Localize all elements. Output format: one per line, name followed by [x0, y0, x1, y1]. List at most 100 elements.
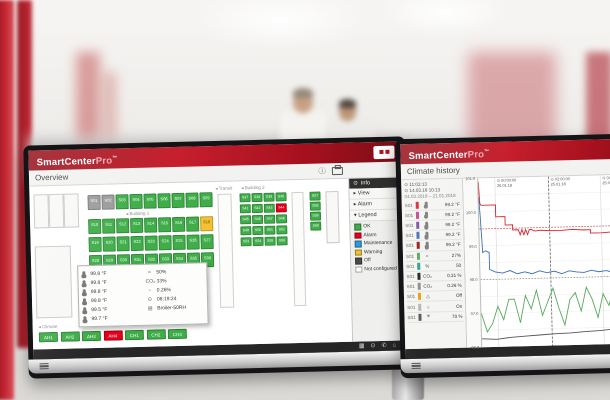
climate-button-ah3[interactable]: AH3 — [81, 330, 102, 342]
tooltip-stat-row: ▤ Broiler-50RH — [146, 302, 203, 312]
percent-icon: % — [425, 263, 430, 269]
series-s01-co2 — [482, 320, 610, 340]
climate-button-ah2[interactable]: AH2 — [60, 331, 80, 342]
room-cell-S21[interactable]: S21 — [116, 236, 130, 252]
climate-button-ch3[interactable]: CH3 — [167, 328, 187, 340]
app-logo: SmartCenterPro™ — [408, 149, 490, 163]
sensor-value: 50 — [456, 262, 462, 268]
room-cell-S58[interactable]: S58 — [309, 201, 321, 211]
room-cell-S60[interactable]: S60 — [310, 221, 322, 231]
room-cell-S24[interactable]: S24 — [158, 235, 172, 251]
room-cell-S15[interactable]: S15 — [158, 217, 172, 233]
room-cell-S43[interactable]: S43 — [263, 203, 275, 213]
room-cell-S40[interactable]: S40 — [275, 192, 287, 202]
room-cell-S20[interactable]: S20 — [102, 236, 116, 252]
room-cell-S23[interactable]: S23 — [144, 235, 158, 251]
room-cell-S03[interactable]: S03 — [115, 194, 129, 210]
room-row-1: S01 S02 S03 S04 S05 S06 S07 S08 S09 — [87, 192, 213, 211]
tooltip-temp-row: 99.7 °F — [83, 313, 140, 323]
climate-button-ah1[interactable]: AH1 — [38, 331, 59, 343]
x-axis-timestamp: ⊙ 02:00:00 25.01.18 — [550, 176, 570, 187]
sensor-id: S01 — [406, 263, 415, 269]
room-cell-S46[interactable]: S46 — [251, 214, 264, 225]
grid-icon[interactable]: ▦ — [358, 343, 365, 350]
climate-button-ch1[interactable]: CH1 — [124, 329, 144, 341]
red-door-mid-2 — [104, 72, 116, 152]
climate-button-ah4[interactable]: AH4 — [103, 330, 123, 341]
building-icon[interactable]: ⌂ — [392, 342, 397, 349]
room-cell-S50[interactable]: S50 — [252, 225, 264, 236]
room-cell-S08[interactable]: S08 — [185, 192, 199, 208]
room-cell-S57[interactable]: S57 — [309, 191, 321, 201]
y-axis-tick: 100.0 — [465, 209, 476, 215]
room-cell-S14[interactable]: S14 — [144, 217, 158, 233]
room-cell-S19[interactable]: S19 — [88, 236, 102, 253]
floorplan-room-outline — [34, 245, 73, 319]
tooltip-stat-value: Broiler-50RH — [157, 304, 187, 311]
room-cell-S05[interactable]: S05 — [143, 193, 157, 209]
room-cell-S18[interactable]: S18 — [199, 216, 214, 232]
thermometer-icon — [82, 279, 86, 286]
room-cell-S01[interactable]: S01 — [87, 194, 101, 211]
room-cell-S56[interactable]: S56 — [276, 236, 288, 246]
room-cell-S45[interactable]: S45 — [239, 215, 252, 225]
climate-button-ch2[interactable]: CH2 — [146, 329, 166, 340]
room-cell-S54[interactable]: S54 — [252, 236, 264, 247]
tooltip-stat-value: 0.26% — [156, 286, 172, 293]
room-cell-S53[interactable]: S53 — [240, 237, 252, 247]
floorplan-room-outline — [325, 191, 340, 244]
monitor-menu-button[interactable] — [39, 362, 49, 370]
left-monitor: SmartCenterPro™ Overview ⓘ S01 S02 S03 S04 S… — [23, 136, 411, 379]
room-cell-S49[interactable]: S49 — [240, 226, 252, 236]
series-color-bar — [416, 221, 419, 229]
sensor-value: 0.31 % — [447, 272, 462, 279]
room-cell-S22[interactable]: S22 — [130, 235, 144, 252]
heater-icon: △ — [426, 293, 430, 299]
sensor-value: Off — [455, 293, 463, 299]
red-door-right-2 — [586, 52, 610, 147]
room-cell-S27[interactable]: S27 — [200, 234, 214, 250]
room-cell-S41[interactable]: S41 — [239, 204, 251, 214]
room-cell-S44[interactable]: S44 — [275, 203, 287, 213]
room-cell-S37[interactable]: S37 — [239, 193, 251, 203]
room-cell-S06[interactable]: S06 — [157, 193, 171, 209]
sensor-id: S01 — [404, 202, 413, 208]
sensor-row[interactable]: S01 ✳ 70 % — [407, 311, 464, 323]
tooltip-temp-value: 99.8 °F — [90, 288, 108, 295]
legend-swatch — [354, 240, 362, 248]
room-cell-S07[interactable]: S07 — [171, 192, 185, 209]
room-cell-S09[interactable]: S09 — [199, 192, 213, 208]
room-cell-S25[interactable]: S25 — [172, 234, 186, 251]
room-cell-S52[interactable]: S52 — [276, 225, 288, 235]
room-cell-S10[interactable]: S10 — [88, 218, 102, 235]
room-cell-S59[interactable]: S59 — [309, 211, 322, 221]
room-cell-S12[interactable]: S12 — [116, 218, 130, 234]
room-cell-S17[interactable]: S17 — [185, 216, 200, 232]
phone-icon[interactable]: ✆ — [381, 342, 387, 350]
right-monitor: SmartCenterPro™ Climate history ⊙ 11:03:… — [395, 132, 610, 379]
y-axis-tick: 99.0 — [468, 243, 477, 249]
monitor-menu-button[interactable] — [411, 362, 421, 370]
clock-icon[interactable]: ⊙ — [370, 343, 376, 350]
room-cell-S47[interactable]: S47 — [263, 214, 276, 224]
chart-plot-area[interactable]: ⊙ 00:00:00 25.01.18 ⊙ 02:00:00 25.01.18 ⊙ … — [478, 174, 610, 347]
print-icon[interactable] — [331, 166, 344, 175]
room-cell-S04[interactable]: S04 — [129, 193, 143, 210]
room-cell-S38[interactable]: S38 — [251, 192, 263, 203]
room-cell-S16[interactable]: S16 — [171, 216, 186, 233]
legend-item-not-configured: Not configured — [351, 264, 403, 274]
room-cell-S48[interactable]: S48 — [275, 214, 288, 224]
info-icon: ⊙ — [353, 180, 358, 187]
info-icon[interactable]: ⓘ — [318, 166, 327, 176]
room-cell-S42[interactable]: S42 — [251, 203, 263, 214]
room-cell-S11[interactable]: S11 — [102, 218, 116, 234]
series-color-bar — [416, 242, 420, 250]
ceiling-light — [380, 0, 510, 38]
room-cell-S51[interactable]: S51 — [264, 225, 276, 235]
room-cell-S26[interactable]: S26 — [186, 234, 200, 250]
room-cell-S02[interactable]: S02 — [101, 194, 115, 210]
room-cell-S39[interactable]: S39 — [263, 192, 275, 202]
room-cell-S13[interactable]: S13 — [130, 217, 144, 234]
room-cell-S55[interactable]: S55 — [264, 236, 276, 246]
